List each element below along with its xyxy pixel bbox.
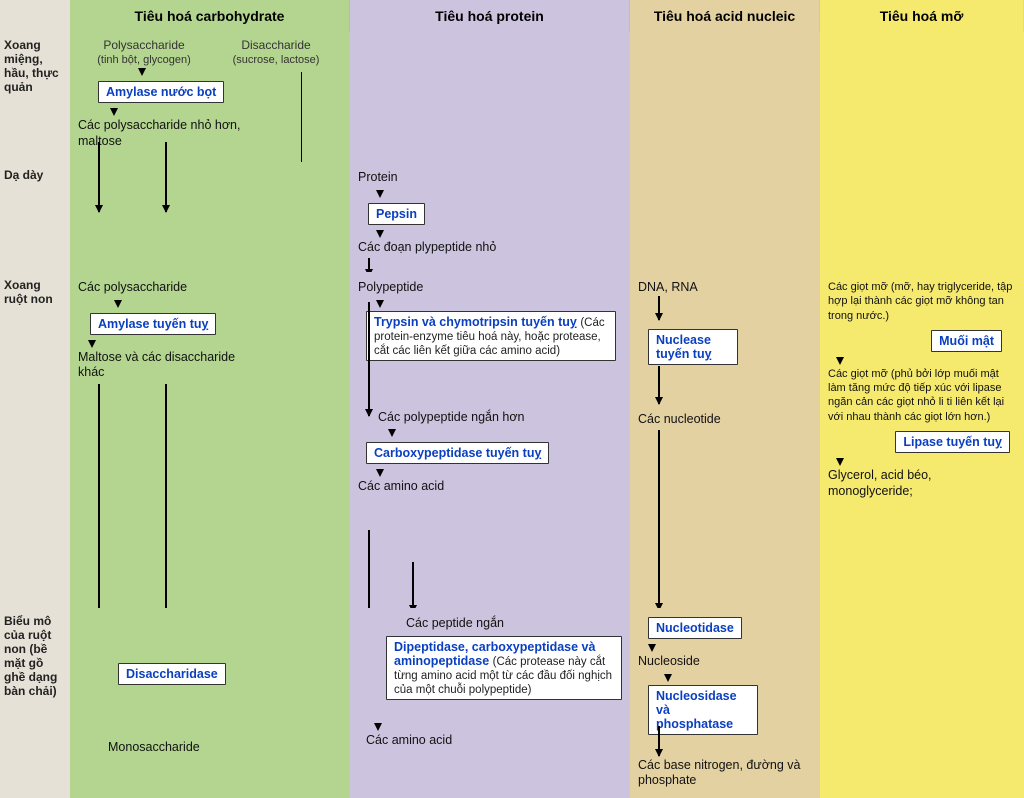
arrow-icon <box>114 300 122 308</box>
carb-r3-start: Các polysaccharide <box>78 280 342 296</box>
flowline <box>658 296 660 320</box>
flowline <box>98 142 100 212</box>
header-fat: Tiêu hoá mỡ <box>820 0 1024 32</box>
arrow-icon <box>376 300 384 308</box>
arrow-icon <box>376 469 384 477</box>
arrow-icon <box>836 458 844 466</box>
flowline <box>165 142 167 212</box>
enzyme-dipeptidase: Dipeptidase, carboxypeptidase và aminope… <box>386 636 622 700</box>
header-nucl: Tiêu hoá acid nucleic <box>630 0 820 32</box>
enzyme-trypsin-label: Trypsin và chymotripsin tuyến tuỵ <box>374 315 577 329</box>
cell-carb-mouth: Polysaccharide (tinh bột, glycogen) Disa… <box>70 32 350 162</box>
cell-nucl-epith: Nucleotidase Nucleoside Nucleosidase và … <box>630 608 820 798</box>
carb-sub-di-note: (sucrose, lactose) <box>233 54 320 66</box>
arrow-icon <box>664 674 672 682</box>
cell-prot-stomach: Protein Pepsin Các đoạn plypeptide nhỏ <box>350 162 630 272</box>
enzyme-amylase-panc: Amylase tuyến tuỵ <box>90 313 216 335</box>
arrow-icon <box>648 644 656 652</box>
cell-carb-epith: Disaccharidase Monosaccharide <box>70 608 350 798</box>
arrow-icon <box>376 190 384 198</box>
enzyme-nuclease: Nuclease tuyến tuỵ <box>648 329 738 365</box>
fat-final: Glycerol, acid béo, monoglyceride; <box>828 468 1016 499</box>
rowlabel-smallint-epith: Biểu mô của ruột non (bề mặt gồ ghề dạng… <box>0 608 70 798</box>
header-prot: Tiêu hoá protein <box>350 0 630 32</box>
nucl-r3-start: DNA, RNA <box>638 280 812 296</box>
nucl-final: Các base nitrogen, đường và phosphate <box>638 758 812 789</box>
prot-start: Protein <box>358 170 622 186</box>
fat-mid1: Các giọt mỡ (phủ bởi lớp muối mật làm tă… <box>828 367 1016 424</box>
arrow-icon <box>88 340 96 348</box>
enzyme-bile: Muối mật <box>931 330 1002 352</box>
arrow-icon <box>836 357 844 365</box>
cell-fat-lumen: Các giọt mỡ (mỡ, hay triglyceride, tập h… <box>820 272 1024 608</box>
carb-sub-di: Disaccharide <box>241 38 310 52</box>
header-carb: Tiêu hoá carbohydrate <box>70 0 350 32</box>
nucl-mid2: Nucleoside <box>638 654 812 670</box>
prot-mid2: Các amino acid <box>358 479 622 495</box>
cell-prot-epith: Các peptide ngắn Dipeptidase, carboxypep… <box>350 608 630 798</box>
carb-sub-poly-note: (tinh bột, glycogen) <box>97 54 191 66</box>
arrow-icon <box>374 723 382 731</box>
prot-after-pepsin: Các đoạn plypeptide nhỏ <box>358 240 622 256</box>
arrow-icon <box>110 108 118 116</box>
flowline <box>412 562 414 612</box>
rowlabel-mouth: Xoang miệng, hầu, thực quản <box>0 32 70 162</box>
enzyme-nucleosidase: Nucleosidase và phosphatase <box>648 685 758 735</box>
arrow-icon <box>138 68 146 76</box>
flowline <box>658 430 660 610</box>
cell-fat-stomach <box>820 162 1024 272</box>
enzyme-amylase-saliva: Amylase nước bọt <box>98 81 224 103</box>
cell-carb-stomach <box>70 162 350 272</box>
carb-after-panc: Maltose và các disaccharide khác <box>78 350 238 381</box>
fat-r3-start: Các giọt mỡ (mỡ, hay triglyceride, tập h… <box>828 280 1016 323</box>
flowline <box>368 302 370 416</box>
enzyme-carboxy: Carboxypeptidase tuyến tuỵ <box>366 442 549 464</box>
enzyme-lipase: Lipase tuyến tuỵ <box>895 431 1010 453</box>
prot-r4-start: Các peptide ngắn <box>406 616 622 632</box>
cell-fat-mouth <box>820 32 1024 162</box>
cell-carb-lumen: Các polysaccharide Amylase tuyến tuỵ Mal… <box>70 272 350 608</box>
cell-prot-mouth <box>350 32 630 162</box>
flowline <box>658 726 660 756</box>
enzyme-trypsin: Trypsin và chymotripsin tuyến tuỵ (Các p… <box>366 311 616 361</box>
enzyme-nucleotidase: Nucleotidase <box>648 617 742 639</box>
cell-nucl-lumen: DNA, RNA Nuclease tuyến tuỵ Các nucleoti… <box>630 272 820 608</box>
flowline <box>658 366 660 404</box>
arrow-icon <box>376 230 384 238</box>
prot-final: Các amino acid <box>366 733 622 749</box>
cell-fat-epith <box>820 608 1024 798</box>
enzyme-pepsin: Pepsin <box>368 203 425 225</box>
cell-prot-lumen: Polypeptide Trypsin và chymotripsin tuyế… <box>350 272 630 608</box>
arrow-icon <box>388 429 396 437</box>
carb-after-saliva: Các polysaccharide nhỏ hơn, maltose <box>78 118 268 149</box>
rowlabel-smallint-lumen: Xoang ruột non <box>0 272 70 608</box>
cell-nucl-mouth <box>630 32 820 162</box>
carb-sub-poly: Polysaccharide <box>103 38 184 52</box>
cell-nucl-stomach <box>630 162 820 272</box>
prot-mid1: Các polypeptide ngắn hơn <box>378 410 622 426</box>
rowlabel-stomach: Dạ dày <box>0 162 70 272</box>
enzyme-disaccharidase: Disaccharidase <box>118 663 226 685</box>
prot-r3-start: Polypeptide <box>358 280 622 296</box>
corner-cell <box>0 0 70 32</box>
nucl-mid1: Các nucleotide <box>638 412 812 428</box>
carb-final: Monosaccharide <box>108 740 342 756</box>
